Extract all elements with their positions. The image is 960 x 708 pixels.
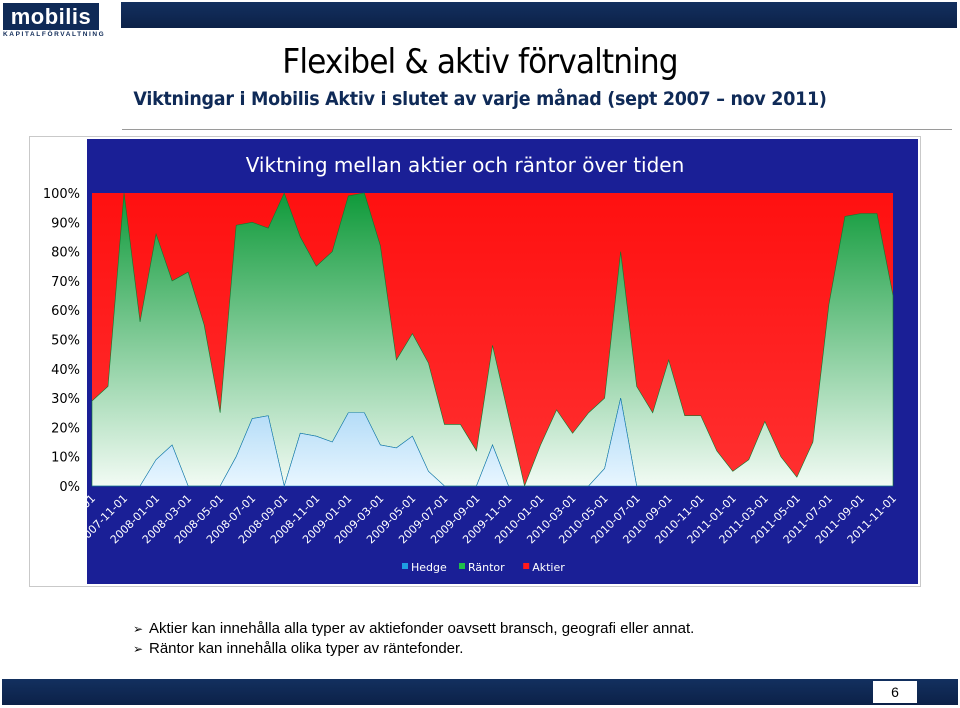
y-tick-label: 50% <box>51 334 80 349</box>
legend-label: Räntor <box>468 561 505 574</box>
weight-area-chart: Viktning mellan aktier och räntor över t… <box>43 139 918 584</box>
y-tick-label: 30% <box>51 392 80 407</box>
bullet-text: Aktier kan innehålla alla typer av aktie… <box>149 620 695 637</box>
y-tick-label: 80% <box>51 246 80 261</box>
page-number: 6 <box>873 681 917 703</box>
series-hedge-area <box>92 398 893 488</box>
title-divider <box>122 129 952 130</box>
logo-tagline: KAPITALFÖRVALTNING <box>3 31 106 38</box>
slide-subtitle: Viktningar i Mobilis Aktiv i slutet av v… <box>133 88 827 110</box>
y-tick-label: 20% <box>51 421 80 436</box>
logo-wordmark: mobilis <box>3 3 99 30</box>
y-tick-label: 100% <box>43 187 80 202</box>
legend-swatch <box>459 563 465 569</box>
y-tick-label: 90% <box>51 216 80 231</box>
arrow-bullet-icon: ➢ <box>133 622 144 636</box>
y-tick-label: 10% <box>51 451 80 466</box>
bullet-text: Räntor kan innehålla olika typer av ränt… <box>149 640 464 657</box>
legend-swatch <box>402 563 408 569</box>
bullet-item-rantor: ➢ Räntor kan innehålla olika typer av rä… <box>133 639 694 659</box>
y-tick-label: 0% <box>59 480 80 495</box>
chart-title: Viktning mellan aktier och räntor över t… <box>246 153 685 177</box>
chart-frame: Viktning mellan aktier och räntor över t… <box>29 136 921 587</box>
slide-title: Flexibel & aktiv förvaltning <box>282 42 678 82</box>
y-tick-label: 60% <box>51 304 80 319</box>
y-tick-label: 40% <box>51 363 80 378</box>
bullet-item-aktier: ➢ Aktier kan innehålla alla typer av akt… <box>133 619 694 639</box>
legend-swatch <box>523 563 530 569</box>
legend-label: Aktier <box>532 561 565 574</box>
legend-label: Hedge <box>411 561 447 574</box>
y-tick-label: 70% <box>51 275 80 290</box>
header-bar <box>121 2 957 28</box>
bullet-list: ➢ Aktier kan innehålla alla typer av akt… <box>133 619 694 659</box>
mobilis-logo: mobilis KAPITALFÖRVALTNING <box>0 0 104 42</box>
arrow-bullet-icon: ➢ <box>133 642 144 656</box>
footer-bar <box>2 679 958 705</box>
